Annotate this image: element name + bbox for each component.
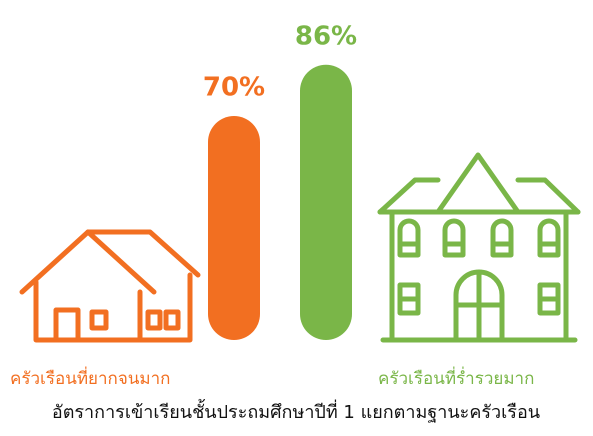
chart-title: อัตราการเข้าเรียนชั้นประถมศึกษาปีที่ 1 แ… [52, 399, 540, 423]
rich-house-icon [377, 152, 581, 343]
poor-house-icon [19, 229, 201, 343]
bar [300, 64, 352, 341]
value-label: 70% [203, 73, 265, 103]
category-label: ครัวเรือนที่ยากจนมาก [10, 366, 170, 389]
bar [208, 116, 260, 340]
value-label: 86% [295, 21, 357, 51]
category-label: ครัวเรือนที่ร่ำรวยมาก [378, 366, 534, 389]
